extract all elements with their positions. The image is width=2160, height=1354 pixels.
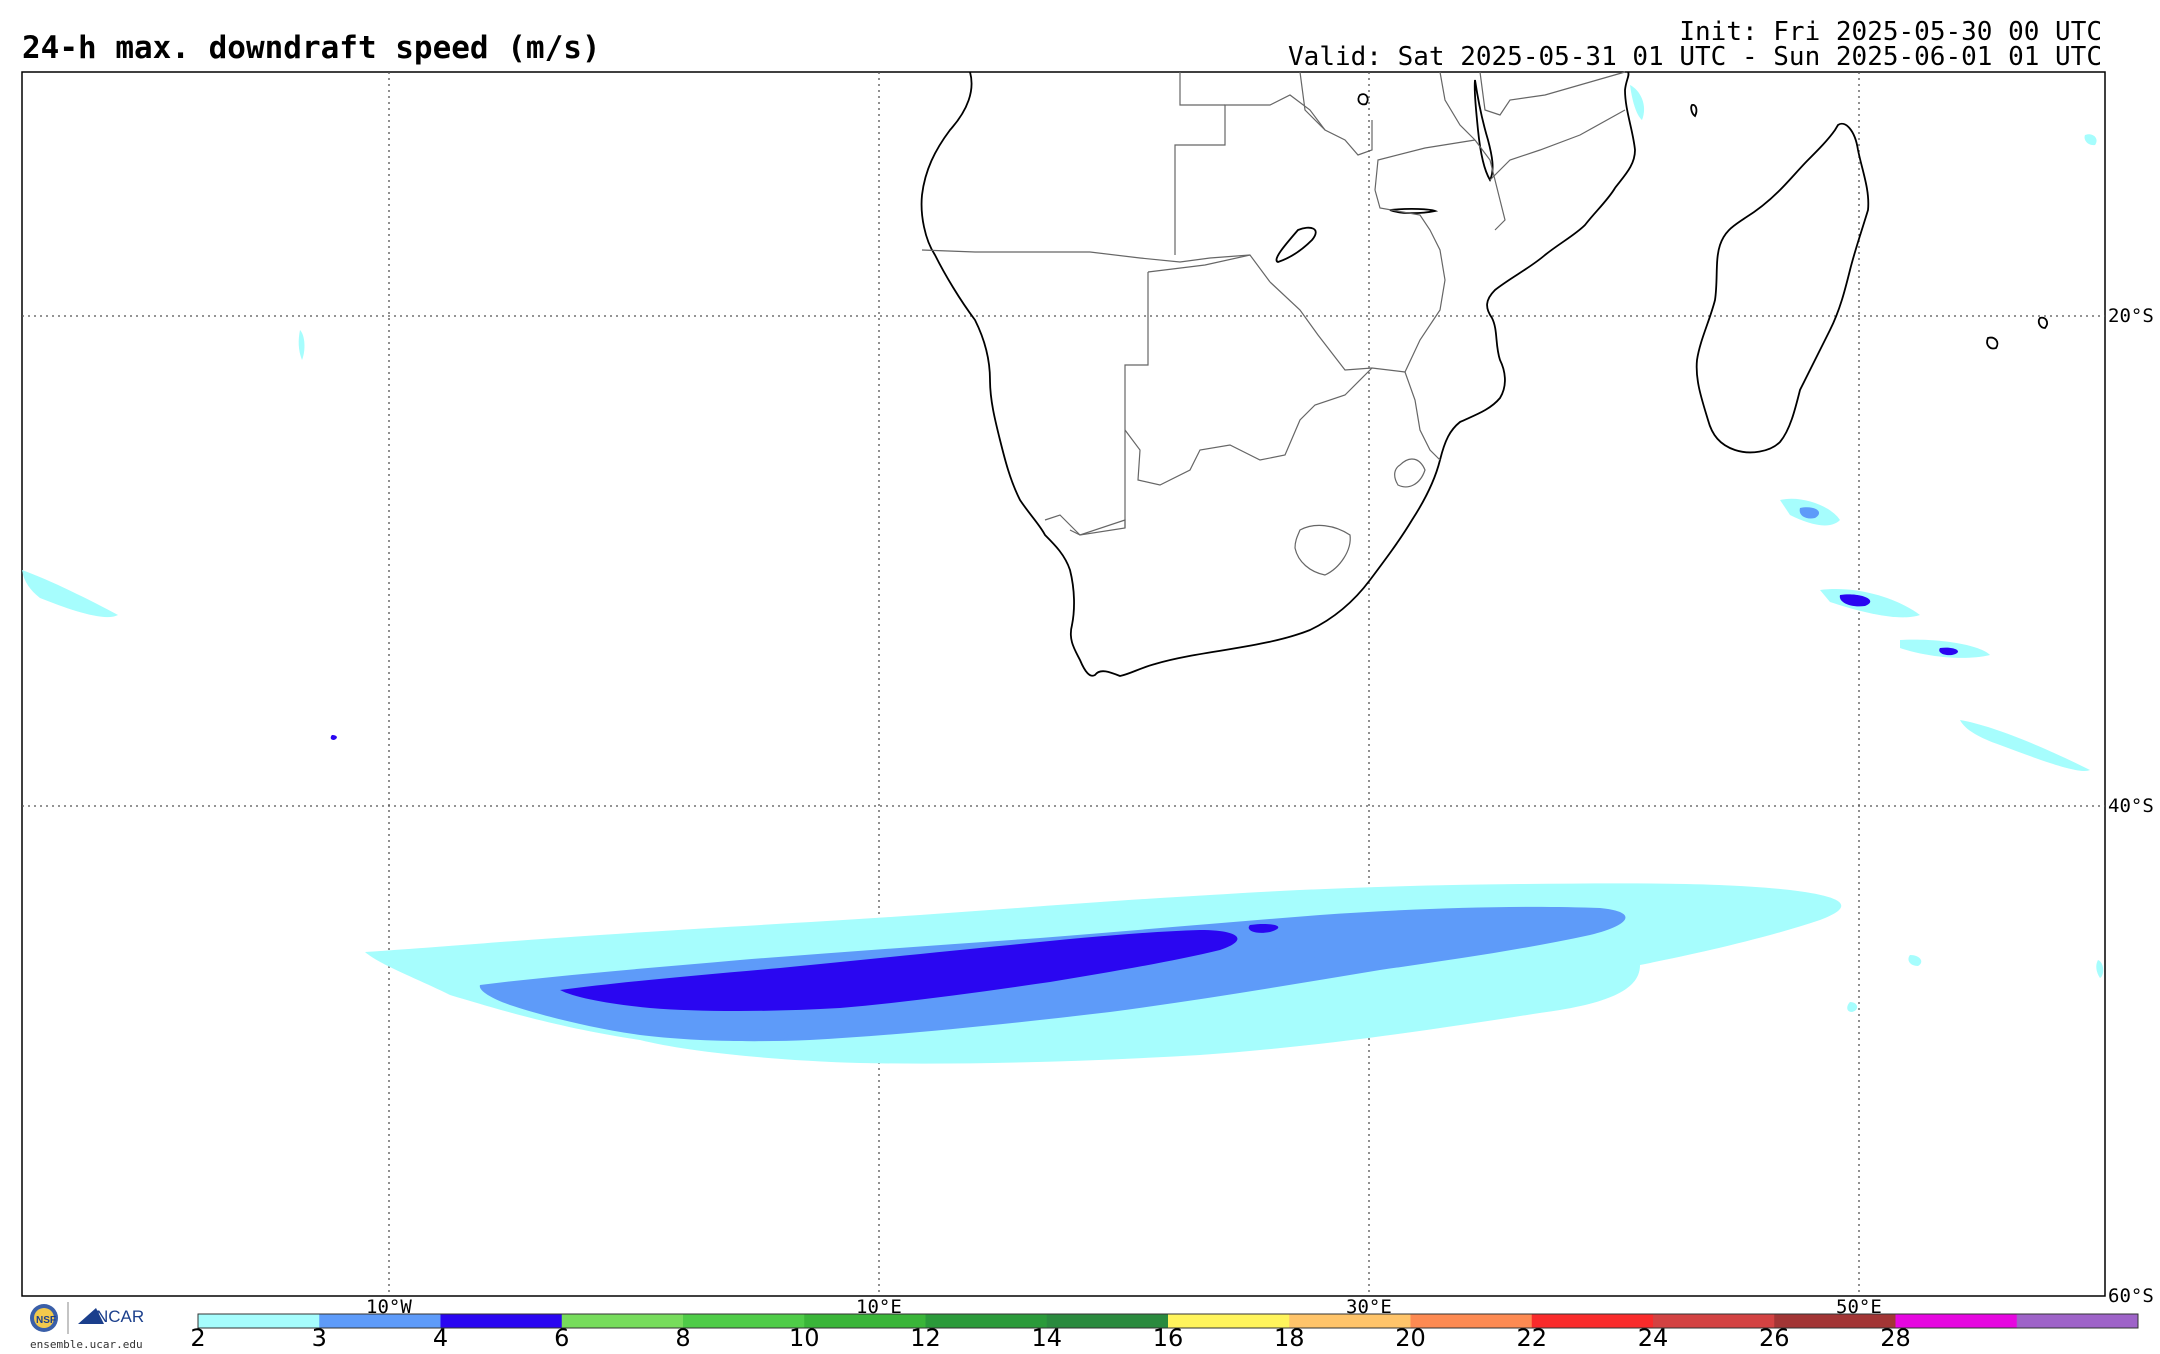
mauritius-coastline bbox=[1986, 336, 1999, 350]
field-streak-e11 bbox=[2084, 134, 2097, 146]
footer-url: ensemble.ucar.edu bbox=[30, 1338, 143, 1351]
init-time: Init: Fri 2025-05-30 00 UTC bbox=[1679, 17, 2102, 47]
border-tanzania-zambia bbox=[1439, 71, 1476, 141]
field-blob-a bbox=[1260, 948, 1317, 964]
map-frame bbox=[21, 71, 2106, 1297]
colorbar-swatch bbox=[319, 1314, 441, 1328]
border-zambia-malawi bbox=[1374, 139, 1476, 191]
colorbar-tick-label: 16 bbox=[1153, 1324, 1184, 1352]
border-botswana-south bbox=[1124, 367, 1373, 486]
downdraft-field bbox=[22, 85, 2104, 1064]
colorbar-border bbox=[197, 1313, 2139, 1329]
border-drc bbox=[1299, 71, 1326, 131]
colorbar-swatch bbox=[683, 1314, 805, 1328]
field-streak-w3 bbox=[330, 735, 337, 740]
lat-label-60s: 60°S bbox=[2108, 1285, 2154, 1307]
field-streak-e7 bbox=[1960, 720, 2090, 771]
colorbar-swatch bbox=[2016, 1314, 2139, 1328]
colorbar-tick-label: 20 bbox=[1395, 1324, 1426, 1352]
lon-label-50e: 50°E bbox=[1836, 1296, 1882, 1318]
ncar-logo-icon bbox=[78, 1308, 104, 1324]
map-title: 24-h max. downdraft speed (m/s) bbox=[22, 30, 601, 66]
field-streak-w1 bbox=[22, 570, 118, 618]
colorbar-tick-label: 18 bbox=[1274, 1324, 1305, 1352]
field-streak-e2 bbox=[1799, 507, 1820, 519]
reunion-coastline bbox=[2037, 316, 2048, 329]
lon-label-10w: 10°W bbox=[366, 1296, 412, 1318]
colorbar-swatch bbox=[1895, 1314, 2018, 1328]
border-namibia-caprivi bbox=[1147, 254, 1271, 283]
colorbar-swatch bbox=[1168, 1314, 1290, 1328]
africa-coastline bbox=[920, 71, 1636, 677]
field-band-4-6 bbox=[560, 930, 1238, 1011]
valid-time: Valid: Sat 2025-05-31 01 UTC - Sun 2025-… bbox=[1288, 42, 2102, 72]
colorbar-tick-label: 6 bbox=[554, 1324, 569, 1352]
colorbar-tick-label: 10 bbox=[789, 1324, 820, 1352]
border-zambia bbox=[1174, 94, 1373, 255]
colorbar-swatch bbox=[440, 1314, 563, 1328]
field-streak-e4 bbox=[1839, 594, 1871, 607]
colorbar-swatch bbox=[804, 1314, 926, 1328]
colorbar-swatch bbox=[1653, 1314, 1775, 1328]
lat-label-20s: 20°S bbox=[2108, 305, 2154, 327]
border-lesotho bbox=[1294, 524, 1351, 576]
coastlines bbox=[920, 71, 2048, 677]
border-botswana-zim bbox=[1269, 281, 1406, 373]
lake-small bbox=[1357, 93, 1369, 106]
lon-label-30e: 30°E bbox=[1346, 1296, 1392, 1318]
field-streak-w2 bbox=[298, 330, 305, 360]
lat-label-40s: 40°S bbox=[2108, 795, 2154, 817]
colorbar-tick-label: 22 bbox=[1516, 1324, 1547, 1352]
colorbar-tick-label: 8 bbox=[675, 1324, 690, 1352]
colorbar-tick-label: 24 bbox=[1638, 1324, 1669, 1352]
colorbar-swatch bbox=[198, 1314, 320, 1328]
border-sa-north bbox=[1069, 519, 1126, 536]
lake-cahora bbox=[1389, 208, 1439, 215]
svg-text:NSF: NSF bbox=[36, 1315, 56, 1326]
colorbar-tick-label: 28 bbox=[1880, 1324, 1911, 1352]
colorbar-swatch bbox=[1531, 1314, 1654, 1328]
colorbar-swatch bbox=[1410, 1314, 1533, 1328]
border-swaziland bbox=[1394, 458, 1426, 488]
nsf-logo-icon: NSF bbox=[30, 1304, 58, 1332]
colorbar-tick-label: 12 bbox=[910, 1324, 941, 1352]
colorbar: 2 3 4 6 8 10 12 14 16 18 20 22 24 26 28 bbox=[190, 1313, 2139, 1352]
field-streak-e6 bbox=[1939, 647, 1959, 656]
graticule bbox=[22, 72, 2105, 1296]
border-tanzania-moz bbox=[1489, 109, 1626, 181]
border-namibia-north bbox=[921, 249, 1251, 263]
border-tanzania-north bbox=[1479, 71, 1626, 116]
colorbar-swatch bbox=[1289, 1314, 1411, 1328]
field-streak-e10 bbox=[1630, 85, 1645, 120]
colorbar-swatch bbox=[561, 1314, 684, 1328]
colorbar-tick-label: 3 bbox=[312, 1324, 327, 1352]
border-angola-zambia bbox=[1179, 72, 1225, 106]
field-streak-e9 bbox=[1847, 1002, 1858, 1012]
border-moz-east bbox=[1474, 139, 1506, 231]
colorbar-tick-label: 14 bbox=[1031, 1324, 1062, 1352]
comoros-coastline bbox=[1690, 104, 1698, 118]
border-mozambique-sa bbox=[1404, 371, 1441, 461]
lake-kariba bbox=[1275, 226, 1317, 263]
ncar-logo-text: NCAR bbox=[96, 1307, 145, 1326]
lon-label-10e: 10°E bbox=[856, 1296, 902, 1318]
colorbar-tick-label: 4 bbox=[433, 1324, 448, 1352]
country-borders bbox=[921, 71, 1626, 576]
field-streak-e8 bbox=[1908, 955, 1922, 966]
border-zim-moz bbox=[1374, 189, 1446, 373]
field-streak-e12 bbox=[2096, 960, 2104, 978]
madagascar-coastline bbox=[1695, 122, 1870, 454]
colorbar-swatch bbox=[925, 1314, 1048, 1328]
field-blob-b bbox=[1248, 923, 1279, 933]
colorbar-tick-label: 2 bbox=[190, 1324, 205, 1352]
colorbar-tick-label: 26 bbox=[1759, 1324, 1790, 1352]
colorbar-swatch bbox=[1774, 1314, 1896, 1328]
colorbar-swatch bbox=[1046, 1314, 1169, 1328]
field-blob-c bbox=[749, 1029, 789, 1041]
